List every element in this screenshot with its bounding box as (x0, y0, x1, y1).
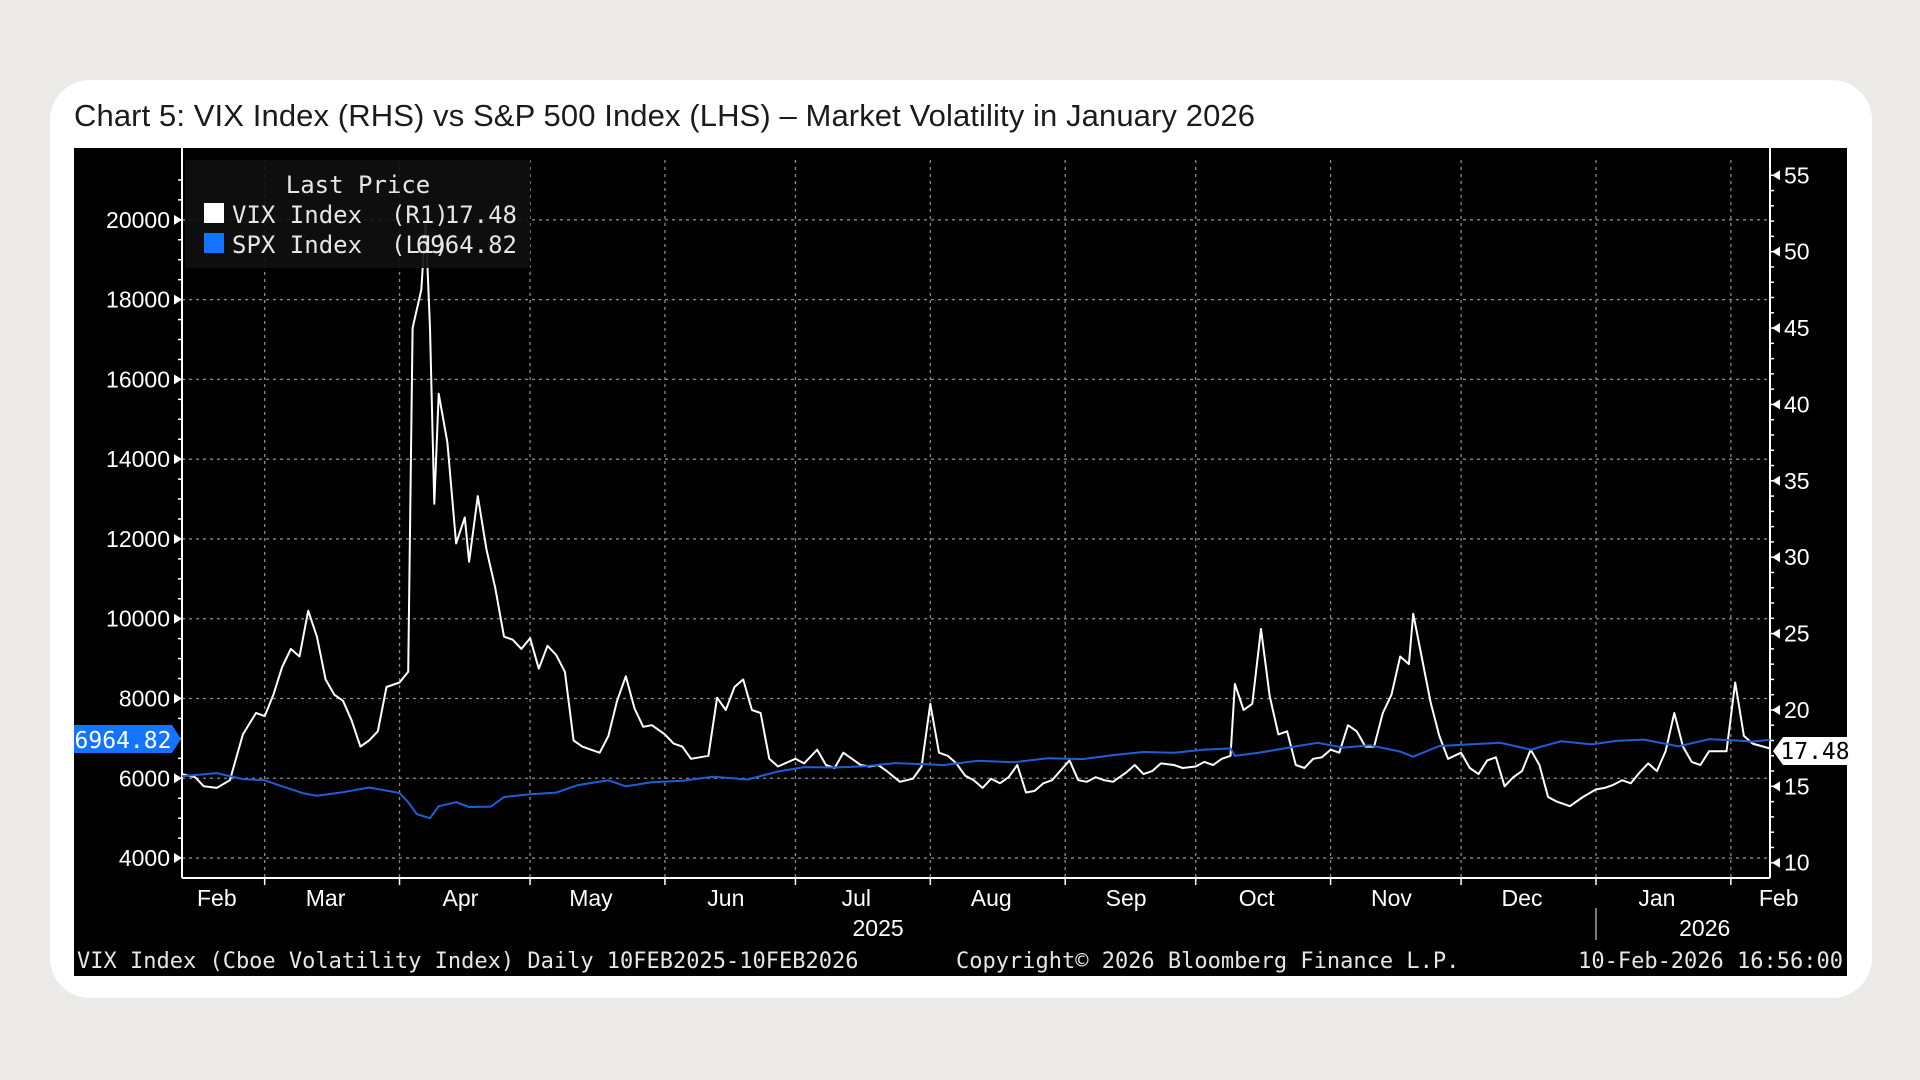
right-tick-arrow (1772, 781, 1780, 792)
legend-label-spx: SPX Index (L1) (232, 231, 449, 259)
spx-last-tag: 6964.82 (74, 725, 181, 754)
left-tick-label: 12000 (106, 526, 170, 552)
legend-header: Last Price (286, 171, 431, 199)
series-layer (181, 220, 1771, 820)
vix-last-tag-text: 17.48 (1780, 739, 1849, 765)
chart-background (74, 148, 1847, 976)
x-month-label: Jun (707, 885, 744, 911)
left-tick-label: 8000 (119, 686, 170, 712)
x-month-label: Oct (1239, 885, 1275, 911)
x-month-label: Sep (1106, 885, 1147, 911)
right-tick-label: 10 (1784, 850, 1810, 876)
right-tick-arrow (1772, 857, 1780, 868)
x-month-label: Dec (1502, 885, 1543, 911)
right-tick-label: 50 (1784, 239, 1810, 265)
x-month-label: Feb (1759, 885, 1799, 911)
left-tick-label: 14000 (106, 446, 170, 472)
legend-value-vix: 17.48 (445, 201, 517, 229)
left-tick-label: 18000 (106, 287, 170, 313)
right-tick-label: 20 (1784, 697, 1810, 723)
left-tick-arrow (174, 613, 182, 624)
right-tick-label: 45 (1784, 315, 1810, 341)
left-tick-label: 20000 (106, 207, 170, 233)
legend: Last Price VIX Index (R1) 17.48 SPX Inde… (185, 160, 530, 268)
left-tick-arrow (174, 454, 182, 465)
x-month-label: Jan (1638, 885, 1675, 911)
left-tick-label: 6000 (119, 765, 170, 791)
left-tick-label: 4000 (119, 845, 170, 871)
left-tick-arrow (174, 374, 182, 385)
legend-box (185, 160, 530, 268)
x-month-label: Mar (306, 885, 346, 911)
spx-series-line (181, 738, 1771, 820)
right-tick-label: 15 (1784, 773, 1810, 799)
left-tick-label: 16000 (106, 366, 170, 392)
spx-last-tag-text: 6964.82 (75, 728, 172, 754)
right-tick-arrow (1772, 552, 1780, 563)
right-tick-arrow (1772, 628, 1780, 639)
x-month-label: Aug (971, 885, 1012, 911)
right-tick-arrow (1772, 704, 1780, 715)
legend-swatch-spx (204, 233, 224, 253)
right-tick-label: 55 (1784, 162, 1810, 188)
x-year-label: 2026 (1679, 915, 1730, 941)
right-tick-arrow (1772, 323, 1780, 334)
axis-layer (174, 148, 1780, 940)
footer-description: VIX Index (Cboe Volatility Index) Daily … (77, 949, 858, 974)
right-tick-label: 25 (1784, 621, 1810, 647)
grid-layer (182, 160, 1770, 878)
vix-series-line (181, 220, 1771, 808)
x-month-label: Apr (443, 885, 479, 911)
x-year-label: 2025 (853, 915, 904, 941)
left-tick-arrow (174, 294, 182, 305)
right-tick-arrow (1772, 475, 1780, 486)
left-tick-arrow (174, 853, 182, 864)
right-tick-arrow (1772, 399, 1780, 410)
spx-last-tag-shape (74, 725, 181, 753)
left-tick-arrow (174, 533, 182, 544)
footer-timestamp: 10-Feb-2026 16:56:00 (1578, 949, 1843, 974)
left-tick-arrow (174, 773, 182, 784)
footer-copyright: Copyright© 2026 Bloomberg Finance L.P. (956, 949, 1459, 974)
right-tick-arrow (1772, 170, 1780, 181)
x-month-label: Jul (842, 885, 871, 911)
x-month-label: May (569, 885, 613, 911)
vix-last-tag: 17.48 (1773, 737, 1850, 765)
x-month-label: Nov (1371, 885, 1412, 911)
legend-label-vix: VIX Index (R1) (232, 201, 449, 229)
chart-title: Chart 5: VIX Index (RHS) vs S&P 500 Inde… (74, 98, 1256, 133)
legend-value-spx: 6964.82 (416, 231, 517, 259)
right-tick-label: 35 (1784, 468, 1810, 494)
x-month-label: Feb (197, 885, 237, 911)
legend-swatch-vix (204, 203, 224, 223)
right-tick-arrow (1772, 246, 1780, 257)
label-layer: 4000 6000 8000 10000 12000 14000 16000 18000 200… (106, 162, 1810, 941)
left-tick-arrow (174, 693, 182, 704)
vix-last-tag-shape (1773, 737, 1847, 765)
right-tick-label: 40 (1784, 391, 1810, 417)
left-tick-label: 10000 (106, 606, 170, 632)
left-tick-arrow (174, 214, 182, 225)
right-tick-label: 30 (1784, 544, 1810, 570)
